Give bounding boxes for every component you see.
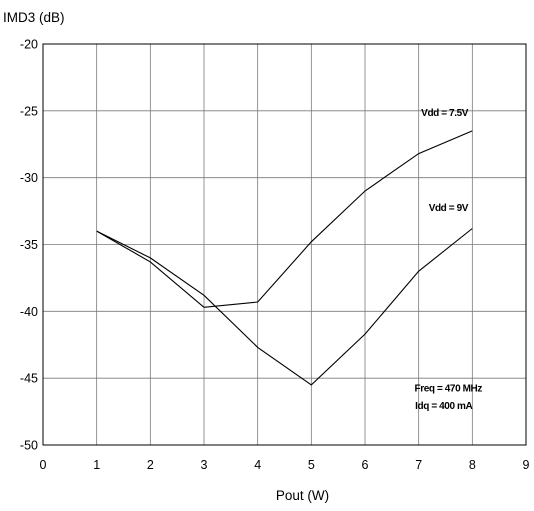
annotation-idq: Idq = 400 mA (415, 401, 472, 412)
y-tick-label-neg25: -25 (20, 104, 38, 118)
series-label-vdd-7-5v: Vdd = 7.5V (421, 108, 469, 119)
x-tick-label-4: 4 (254, 458, 261, 472)
x-tick-labels: 0 1 2 3 4 5 6 7 8 9 (40, 458, 530, 472)
x-tick-label-2: 2 (147, 458, 154, 472)
y-tick-label-neg40: -40 (20, 305, 38, 319)
x-axis-label: Pout (W) (276, 488, 329, 503)
series-line-1 (96, 228, 473, 386)
plot-frame (42, 43, 527, 446)
x-tick-label-7: 7 (415, 458, 422, 472)
y-tick-labels: -20 -25 -30 -35 -40 -45 -50 (20, 38, 38, 453)
x-tick-label-3: 3 (201, 458, 208, 472)
y-tick-label-neg50: -50 (20, 439, 38, 453)
y-tick-label-neg20: -20 (20, 38, 38, 52)
y-tick-label-neg30: -30 (20, 171, 38, 185)
annotation-frequency: Freq = 470 MHz (415, 384, 483, 395)
y-tick-label-neg45: -45 (20, 372, 38, 386)
x-tick-label-9: 9 (523, 458, 530, 472)
x-tick-label-0: 0 (40, 458, 47, 472)
y-tick-label-neg35: -35 (20, 238, 38, 252)
x-tick-label-5: 5 (308, 458, 315, 472)
x-tick-label-8: 8 (469, 458, 476, 472)
x-tick-label-1: 1 (93, 458, 100, 472)
x-tick-label-6: 6 (362, 458, 369, 472)
y-axis-label: IMD3 (dB) (3, 10, 65, 25)
series-layer (96, 130, 473, 386)
series-label-vdd-9v: Vdd = 9V (429, 203, 469, 214)
series-line-0 (96, 130, 473, 308)
